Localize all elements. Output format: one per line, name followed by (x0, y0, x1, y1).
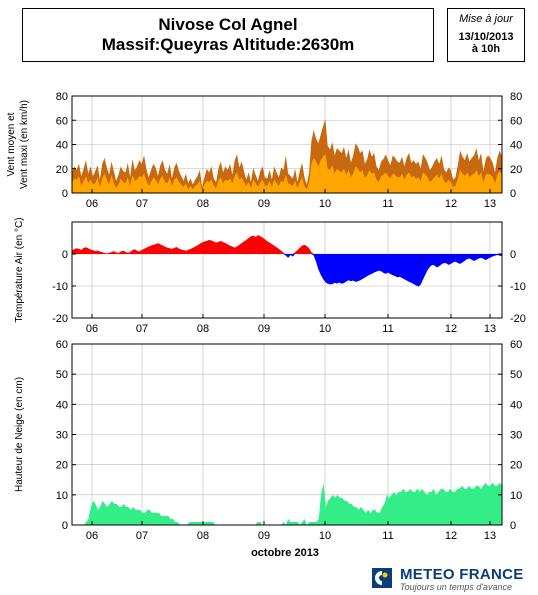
y-tick-label-left: 20 (56, 164, 68, 176)
y-tick-label-right: 0 (510, 520, 516, 532)
y-tick-label-left: 0 (62, 188, 68, 200)
x-tick-label: 13 (484, 530, 496, 542)
x-tick-label: 10 (319, 198, 331, 210)
x-tick-label: 09 (258, 530, 270, 542)
x-tick-label: 11 (382, 323, 393, 335)
brand-name: METEO FRANCE (400, 566, 524, 583)
y-tick-label-left: 50 (56, 369, 68, 381)
x-tick-label: 08 (197, 198, 209, 210)
temperature-negative-area (72, 254, 502, 287)
station-subtitle: Massif:Queyras Altitude:2630m (101, 35, 355, 54)
y-tick-label-right: 0 (510, 249, 516, 261)
x-axis-month-label: octobre 2013 (251, 547, 319, 559)
y-tick-label-right: 40 (510, 399, 522, 411)
x-tick-label: 08 (197, 530, 209, 542)
x-tick-label: 06 (86, 530, 98, 542)
y-axis-label: Hauteur de Neige (en cm) (14, 377, 25, 492)
x-tick-label: 07 (136, 530, 148, 542)
y-tick-label-left: 40 (56, 399, 68, 411)
y-tick-label-left: 30 (56, 430, 68, 442)
y-tick-label-left: 0 (62, 520, 68, 532)
x-tick-label: 13 (484, 323, 496, 335)
x-tick-label: 09 (258, 198, 270, 210)
meteo-france-mark-icon (372, 568, 392, 588)
wind-mean-area (72, 154, 502, 193)
y-tick-label-right: -20 (510, 313, 526, 325)
y-tick-label-right: 10 (510, 490, 522, 502)
x-tick-label: 06 (86, 198, 98, 210)
y-tick-label-left: 0 (62, 249, 68, 261)
y-tick-label-right: 20 (510, 164, 522, 176)
x-tick-label: 07 (136, 198, 148, 210)
brand-tagline: Toujours un temps d'avance (400, 582, 512, 592)
y-tick-label-right: 40 (510, 140, 522, 152)
y-tick-label-right: 60 (510, 339, 522, 351)
y-axis-label: Température Air (en °C) (14, 217, 25, 322)
x-tick-label: 12 (445, 198, 457, 210)
y-tick-label-left: 80 (56, 91, 68, 103)
y-tick-label-left: -20 (52, 313, 68, 325)
y-tick-label-left: 40 (56, 140, 68, 152)
y-tick-label-left: 20 (56, 460, 68, 472)
y-tick-label-right: 20 (510, 460, 522, 472)
y-tick-label-right: 0 (510, 188, 516, 200)
x-tick-label: 11 (382, 530, 393, 542)
x-tick-label: 10 (319, 530, 331, 542)
y-tick-label-right: 50 (510, 369, 522, 381)
y-tick-label-left: 60 (56, 115, 68, 127)
y-tick-label-left: -10 (52, 281, 68, 293)
y-tick-label-right: 60 (510, 115, 522, 127)
station-title: Nivose Col Agnel (158, 15, 298, 34)
update-box: Mise à jour 13/10/2013 à 10h (447, 8, 525, 62)
x-tick-label: 12 (445, 323, 457, 335)
x-tick-label: 12 (445, 530, 457, 542)
temperature-positive-area (72, 235, 502, 254)
update-date: 13/10/2013 (458, 31, 514, 43)
y-axis-label: Vent moyen et (6, 112, 17, 176)
snow-depth-area (72, 482, 502, 525)
y-axis-label: Vent maxi (en km/h) (19, 100, 30, 189)
x-tick-label: 10 (319, 323, 331, 335)
x-tick-label: 06 (86, 323, 98, 335)
chart-title-box: Nivose Col Agnel Massif:Queyras Altitude… (22, 8, 434, 62)
y-tick-label-right: 80 (510, 91, 522, 103)
update-label: Mise à jour (459, 13, 513, 25)
x-tick-label: 09 (258, 323, 270, 335)
y-tick-label-left: 60 (56, 339, 68, 351)
update-time: à 10h (471, 43, 501, 55)
x-tick-label: 07 (136, 323, 148, 335)
y-tick-label-left: 10 (56, 490, 68, 502)
plot-frame (71, 221, 503, 319)
x-tick-label: 11 (382, 198, 393, 210)
x-tick-label: 08 (197, 323, 209, 335)
meteo-france-logo: METEO FRANCE Toujours un temps d'avance (372, 566, 532, 592)
x-tick-label: 13 (484, 198, 496, 210)
y-tick-label-right: -10 (510, 281, 526, 293)
y-tick-label-right: 30 (510, 430, 522, 442)
